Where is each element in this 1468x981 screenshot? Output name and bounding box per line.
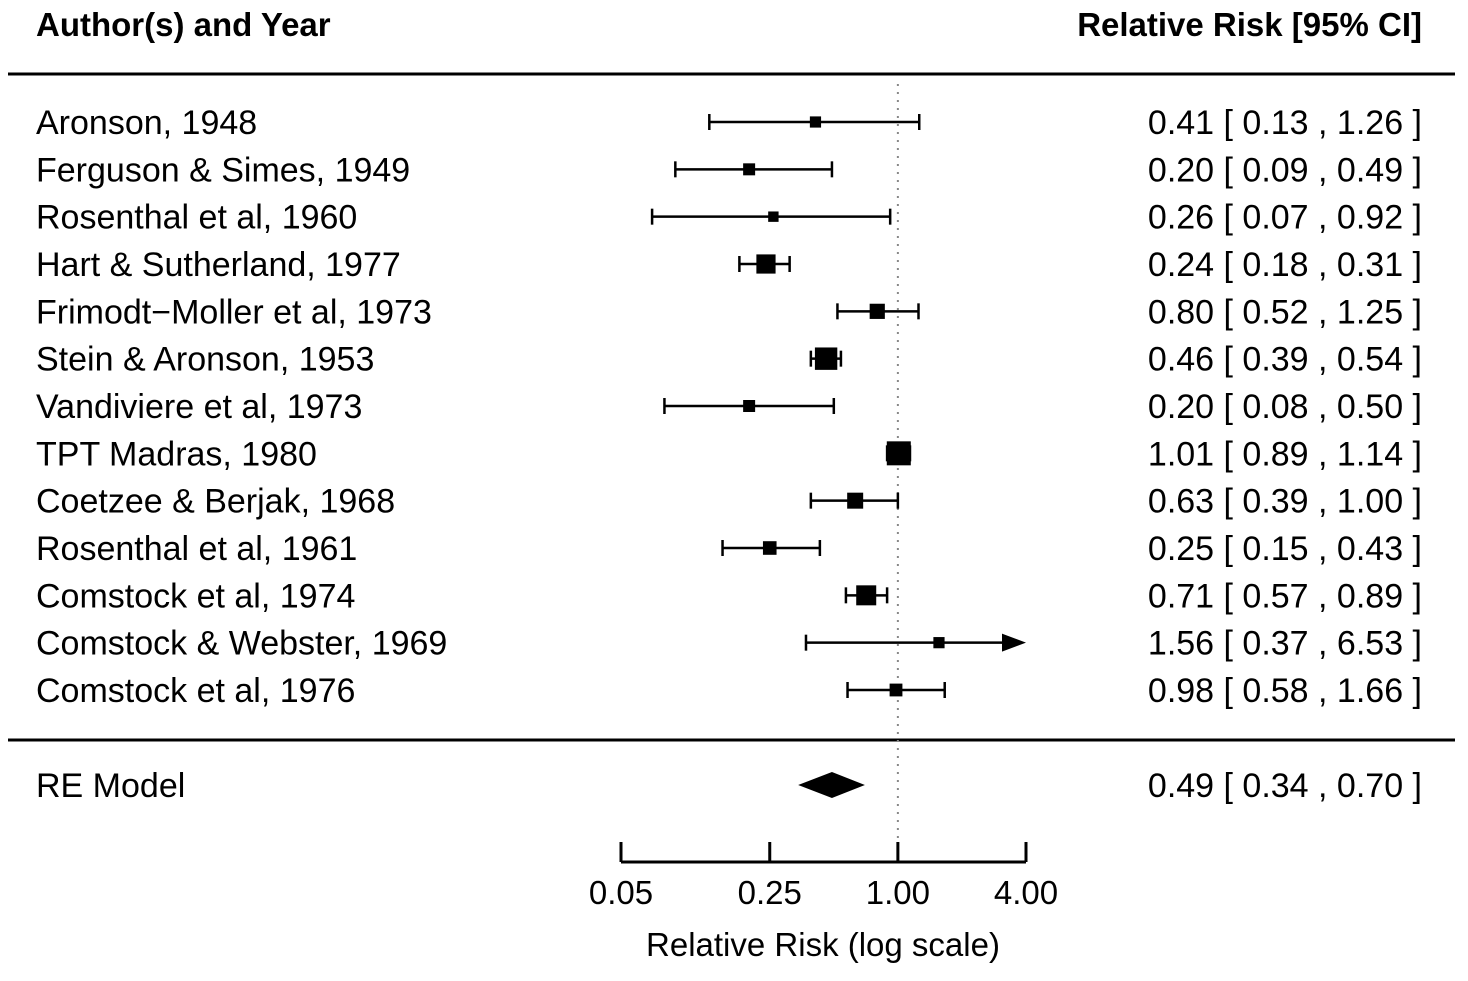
study-label: Vandiviere et al, 1973: [36, 388, 362, 426]
axis-tick-label: 1.00: [866, 874, 930, 911]
point-estimate: [856, 585, 877, 606]
point-estimate: [886, 441, 911, 466]
study-label: Ferguson & Simes, 1949: [36, 151, 410, 189]
study-row: Comstock et al, 1974 0.71 [ 0.57 , 0.89 ]: [36, 577, 1422, 615]
summary-ci-value: 0.49 [ 0.34 , 0.70 ]: [1148, 767, 1422, 805]
point-estimate: [869, 303, 885, 319]
ci-value: 0.20 [ 0.09 , 0.49 ]: [1148, 151, 1422, 189]
study-label: Rosenthal et al, 1960: [36, 199, 357, 237]
study-label: Comstock et al, 1974: [36, 577, 355, 615]
point-estimate: [814, 347, 838, 370]
x-axis: 0.05 0.25 1.00 4.00: [589, 842, 1058, 911]
ci-value: 0.41 [ 0.13 , 1.26 ]: [1148, 104, 1422, 142]
study-label: Coetzee & Berjak, 1968: [36, 483, 395, 521]
study-label: Rosenthal et al, 1961: [36, 530, 357, 568]
study-row: Stein & Aronson, 1953 0.46 [ 0.39 , 0.54 …: [36, 341, 1422, 379]
summary-label: RE Model: [36, 767, 185, 805]
study-label: Comstock & Webster, 1969: [36, 625, 447, 663]
study-label: Comstock et al, 1976: [36, 672, 355, 710]
ci-value: 0.26 [ 0.07 , 0.92 ]: [1148, 199, 1422, 237]
point-estimate: [809, 116, 822, 128]
ci-arrow: [1002, 633, 1026, 652]
point-estimate: [847, 492, 864, 509]
ci-value: 0.20 [ 0.08 , 0.50 ]: [1148, 388, 1422, 426]
study-row: Aronson, 1948 0.41 [ 0.13 , 1.26 ]: [36, 104, 1422, 142]
ci-value: 0.98 [ 0.58 , 1.66 ]: [1148, 672, 1422, 710]
point-estimate: [768, 211, 779, 222]
point-estimate: [743, 400, 756, 412]
ci-value: 1.56 [ 0.37 , 6.53 ]: [1148, 625, 1422, 663]
point-estimate: [933, 637, 945, 649]
study-row: TPT Madras, 1980 1.01 [ 0.89 , 1.14 ]: [36, 435, 1422, 473]
study-row: Coetzee & Berjak, 1968 0.63 [ 0.39 , 1.00…: [36, 483, 1422, 521]
study-row: Rosenthal et al, 1960 0.26 [ 0.07 , 0.92 …: [36, 199, 1422, 237]
ci-value: 0.80 [ 0.52 , 1.25 ]: [1148, 293, 1422, 331]
header-relative-risk: Relative Risk [95% CI]: [1077, 6, 1422, 43]
study-label: Stein & Aronson, 1953: [36, 341, 374, 379]
point-estimate: [889, 683, 903, 697]
header-author-year: Author(s) and Year: [36, 6, 331, 43]
axis-tick-label: 0.05: [589, 874, 653, 911]
ci-value: 0.46 [ 0.39 , 0.54 ]: [1148, 341, 1422, 379]
ci-value: 0.63 [ 0.39 , 1.00 ]: [1148, 483, 1422, 521]
x-axis-title: Relative Risk (log scale): [646, 926, 1000, 963]
point-estimate: [762, 541, 777, 555]
point-estimate: [743, 163, 756, 176]
study-row: Vandiviere et al, 1973 0.20 [ 0.08 , 0.50…: [36, 388, 1422, 426]
study-row: Ferguson & Simes, 1949 0.20 [ 0.09 , 0.49…: [36, 151, 1422, 189]
study-row: Comstock & Webster, 1969 1.56 [ 0.37 , 6.…: [36, 625, 1422, 663]
study-row: Comstock et al, 1976 0.98 [ 0.58 , 1.66 ]: [36, 672, 1422, 710]
point-estimate: [756, 254, 776, 274]
ci-value: 0.71 [ 0.57 , 0.89 ]: [1148, 577, 1422, 615]
study-label: Frimodt−Moller et al, 1973: [36, 293, 432, 331]
study-row: Frimodt−Moller et al, 1973 0.80 [ 0.52 , …: [36, 293, 1422, 331]
study-rows: Aronson, 1948 0.41 [ 0.13 , 1.26 ] Ferguso…: [36, 104, 1422, 710]
ci-value: 0.25 [ 0.15 , 0.43 ]: [1148, 530, 1422, 568]
study-label: Aronson, 1948: [36, 104, 257, 142]
study-row: Rosenthal et al, 1961 0.25 [ 0.15 , 0.43 …: [36, 530, 1422, 568]
summary-row: RE Model 0.49 [ 0.34 , 0.70 ]: [36, 767, 1422, 805]
ci-value: 1.01 [ 0.89 , 1.14 ]: [1148, 435, 1422, 473]
study-label: Hart & Sutherland, 1977: [36, 246, 401, 284]
study-label: TPT Madras, 1980: [36, 435, 317, 473]
summary-diamond: [798, 772, 865, 798]
axis-tick-label: 4.00: [994, 874, 1058, 911]
study-row: Hart & Sutherland, 1977 0.24 [ 0.18 , 0.3…: [36, 246, 1422, 284]
axis-tick-label: 0.25: [738, 874, 802, 911]
ci-value: 0.24 [ 0.18 , 0.31 ]: [1148, 246, 1422, 284]
